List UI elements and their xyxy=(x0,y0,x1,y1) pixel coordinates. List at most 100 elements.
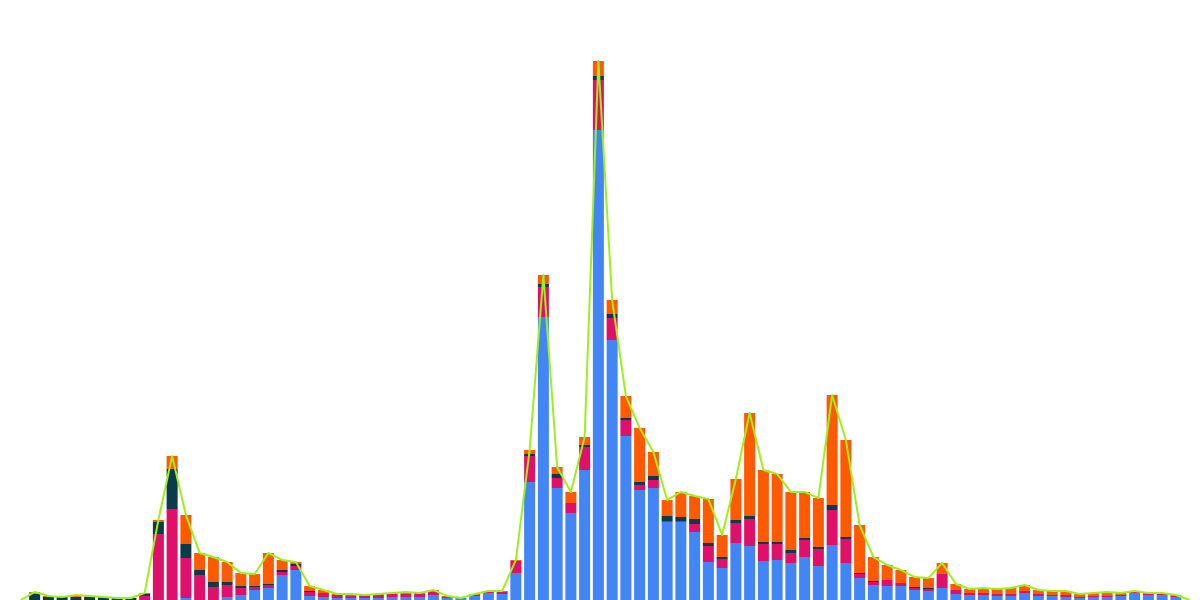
bar-segment xyxy=(826,505,838,510)
bar-segment xyxy=(922,588,934,589)
bar-segment xyxy=(730,543,742,600)
bar-segment xyxy=(812,566,824,600)
bar-segment xyxy=(620,420,632,436)
bar-segment xyxy=(221,585,233,597)
bar-segment xyxy=(579,447,591,470)
bar-segment xyxy=(757,561,769,600)
bar-segment xyxy=(1101,592,1113,596)
bar-segment xyxy=(276,570,288,572)
bar-segment xyxy=(689,524,701,532)
bar-segment xyxy=(1115,596,1127,600)
bar-segment xyxy=(716,557,728,559)
bar-segment xyxy=(675,521,687,522)
bar-segment xyxy=(730,479,742,520)
bar-segment xyxy=(441,597,453,598)
bar-segment xyxy=(812,547,824,549)
bar-segment xyxy=(634,490,646,600)
bar-segment xyxy=(675,517,687,521)
bar-segment xyxy=(1019,593,1031,600)
bar-segment xyxy=(854,573,866,574)
bar-segment xyxy=(42,597,54,600)
bar-segment xyxy=(922,591,934,600)
bar-segment xyxy=(661,521,673,522)
bar-segment xyxy=(441,598,453,600)
bar-segment xyxy=(1115,593,1127,595)
bar-segment xyxy=(964,589,976,593)
bar-segment xyxy=(345,596,357,598)
bar-segment xyxy=(840,563,852,600)
bar-segment xyxy=(276,572,288,575)
bar-segment xyxy=(304,591,316,592)
bar-segment xyxy=(262,584,274,585)
bar-segment xyxy=(675,492,687,517)
bar-segment xyxy=(551,467,563,474)
bar-segment xyxy=(290,566,302,570)
bar-segment xyxy=(716,559,728,568)
bar-segment xyxy=(166,469,178,509)
bar-segment xyxy=(1087,593,1099,596)
bar-segment xyxy=(524,482,536,600)
bar-segment xyxy=(372,595,384,598)
bar-segment xyxy=(785,563,797,600)
bar-segment xyxy=(771,544,783,560)
bar-segment xyxy=(524,456,536,482)
bar-segment xyxy=(290,564,302,566)
bar-segment xyxy=(207,557,219,582)
bar-segment xyxy=(661,516,673,521)
bar-segment xyxy=(29,594,41,600)
bar-segment xyxy=(1156,595,1168,600)
bar-segment xyxy=(950,584,962,590)
bar-segment xyxy=(194,575,206,600)
bar-segment xyxy=(771,560,783,600)
bar-segment xyxy=(207,582,219,587)
bar-segment xyxy=(427,592,439,595)
bar-segment xyxy=(771,474,783,542)
bar-segment xyxy=(331,595,343,598)
bar-segment xyxy=(950,590,962,594)
bar-segment xyxy=(414,594,426,597)
bar-segment xyxy=(854,525,866,573)
bar-segment xyxy=(1156,594,1168,595)
bar-segment xyxy=(1032,590,1044,594)
bar-segment xyxy=(647,488,659,600)
bar-segment xyxy=(565,513,577,600)
bar-segment xyxy=(1032,596,1044,600)
bar-segment xyxy=(482,592,494,593)
bar-segment xyxy=(702,499,714,543)
bar-segment xyxy=(785,550,797,553)
bar-segment xyxy=(579,445,591,447)
bar-segment xyxy=(400,594,412,597)
bar-segment xyxy=(496,592,508,594)
bar-segment xyxy=(345,598,357,600)
bar-segment xyxy=(799,538,811,540)
bar-segment xyxy=(592,130,604,600)
bar-segment xyxy=(854,578,866,600)
bar-segment xyxy=(180,515,192,544)
bar-segment xyxy=(1019,591,1031,593)
bar-segment xyxy=(70,597,82,600)
bar-segment xyxy=(881,565,893,580)
bar-segment xyxy=(1101,597,1113,600)
bar-segment xyxy=(455,598,467,600)
bar-segment xyxy=(235,573,247,586)
bar-segment xyxy=(276,575,288,600)
bar-segment xyxy=(895,586,907,600)
bar-segment xyxy=(537,287,549,317)
bar-segment xyxy=(606,340,618,600)
bar-segment xyxy=(950,594,962,600)
bar-segment xyxy=(606,314,618,318)
bar-segment xyxy=(702,543,714,546)
bar-segment xyxy=(1046,591,1058,595)
bar-segment xyxy=(414,597,426,600)
total-line xyxy=(20,60,1190,600)
bar-segment xyxy=(909,590,921,600)
bar-segment xyxy=(262,553,274,584)
bar-segment xyxy=(537,317,549,600)
bar-segment xyxy=(400,597,412,600)
bar-segment xyxy=(1115,595,1127,596)
bar-segment xyxy=(317,597,329,600)
bar-segment xyxy=(702,562,714,600)
bar-segment xyxy=(936,574,948,588)
bar-segment xyxy=(166,456,178,469)
bar-segment xyxy=(221,562,233,582)
